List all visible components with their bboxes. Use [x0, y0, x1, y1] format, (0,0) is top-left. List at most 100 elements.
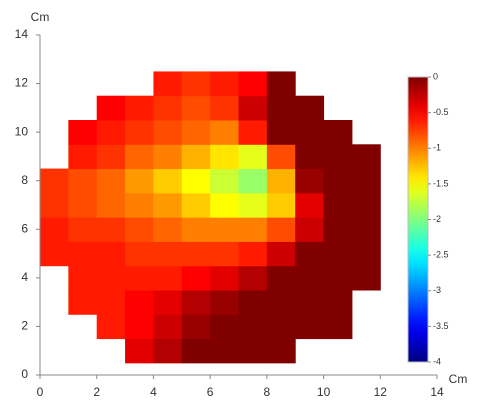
y-tick-label: 12: [15, 76, 29, 90]
heat-cell: [181, 71, 211, 97]
colorbar-tick-label: 0: [433, 71, 438, 81]
heat-cell: [153, 144, 183, 170]
heat-cell: [266, 144, 296, 170]
heat-cell: [266, 314, 296, 340]
heat-cell: [295, 192, 325, 218]
heat-cell: [153, 120, 183, 145]
x-axis-label: Cm: [449, 372, 468, 386]
heat-cell: [295, 241, 325, 267]
heat-cell: [181, 168, 211, 194]
heat-cell: [238, 120, 268, 145]
heat-cell: [351, 265, 381, 291]
heat-cell: [266, 241, 296, 267]
heat-cell: [238, 290, 268, 315]
heat-cell: [96, 217, 126, 242]
colorbar-tick-label: -3: [433, 285, 441, 295]
heat-cell: [153, 168, 183, 194]
heat-cell: [153, 241, 183, 267]
x-tick-label: 8: [264, 385, 271, 399]
heat-cell: [40, 241, 69, 267]
heat-cell: [323, 265, 353, 291]
heat-cell: [181, 95, 211, 121]
heat-cell: [125, 192, 154, 218]
x-tick-label: 10: [317, 385, 331, 399]
heat-cell: [238, 217, 268, 242]
heat-cell: [40, 192, 69, 218]
y-axis-label: Cm: [31, 10, 50, 24]
heat-cell: [125, 95, 154, 121]
heat-cell: [210, 217, 239, 242]
heat-cell: [96, 290, 126, 315]
heat-cell: [68, 120, 98, 145]
x-tick-label: 2: [93, 385, 100, 399]
heat-cell: [266, 168, 296, 194]
heat-cell: [125, 314, 154, 340]
heat-cell: [96, 265, 126, 291]
heat-cell: [295, 290, 325, 315]
heat-cell: [68, 290, 98, 315]
heat-cell: [125, 168, 154, 194]
heat-cell: [153, 95, 183, 121]
x-tick-label: 4: [150, 385, 157, 399]
heat-cell: [181, 217, 211, 242]
heat-cell: [125, 241, 154, 267]
heat-cell: [181, 120, 211, 145]
heat-cell: [238, 168, 268, 194]
heat-cell: [68, 192, 98, 218]
y-tick-label: 6: [21, 221, 28, 235]
heat-cell: [323, 241, 353, 267]
heat-cell: [210, 265, 239, 291]
heat-cell: [238, 95, 268, 121]
heat-cell: [125, 290, 154, 315]
heat-cell: [125, 338, 154, 364]
colorbar-tick-label: -4: [433, 356, 441, 366]
heat-cell: [125, 265, 154, 291]
heat-cell: [125, 217, 154, 242]
y-tick-label: 2: [21, 319, 28, 333]
heat-cell: [238, 192, 268, 218]
heat-cell: [125, 120, 154, 145]
heat-cell: [210, 95, 239, 121]
heat-cell: [323, 217, 353, 242]
heat-cell: [210, 192, 239, 218]
heat-cell: [238, 241, 268, 267]
heat-cell: [266, 265, 296, 291]
heat-cell: [181, 290, 211, 315]
heat-cell: [210, 338, 239, 364]
heat-cell: [96, 120, 126, 145]
heat-cell: [153, 265, 183, 291]
heat-cell: [295, 95, 325, 121]
heat-cell: [96, 144, 126, 170]
heat-cell: [266, 338, 296, 364]
heat-cell: [238, 265, 268, 291]
heat-cell: [351, 192, 381, 218]
heat-cell: [266, 217, 296, 242]
heat-cell: [96, 168, 126, 194]
colorbar-tick-label: -0.5: [433, 107, 449, 117]
colorbar-tick-label: -2: [433, 214, 441, 224]
heat-cell: [181, 241, 211, 267]
heat-cell: [295, 168, 325, 194]
heat-cell: [238, 314, 268, 340]
heat-cell: [323, 314, 353, 340]
heat-cell: [153, 217, 183, 242]
heat-cell: [181, 144, 211, 170]
colorbar-tick-label: -1: [433, 143, 441, 153]
heat-cell: [96, 95, 126, 121]
y-tick-label: 4: [21, 270, 28, 284]
heat-cell: [351, 241, 381, 267]
heat-cell: [210, 168, 239, 194]
heat-cell: [295, 120, 325, 145]
heat-cell: [96, 241, 126, 267]
heat-cell: [238, 144, 268, 170]
heat-cell: [266, 290, 296, 315]
heat-cell: [68, 144, 98, 170]
heat-cell: [238, 71, 268, 97]
heat-cell: [323, 168, 353, 194]
colorbar-tick-label: -1.5: [433, 178, 449, 188]
colorbar: [407, 76, 429, 363]
heat-cell: [323, 144, 353, 170]
x-tick-label: 12: [374, 385, 388, 399]
y-tick-label: 14: [15, 27, 29, 41]
heat-cell: [351, 168, 381, 194]
